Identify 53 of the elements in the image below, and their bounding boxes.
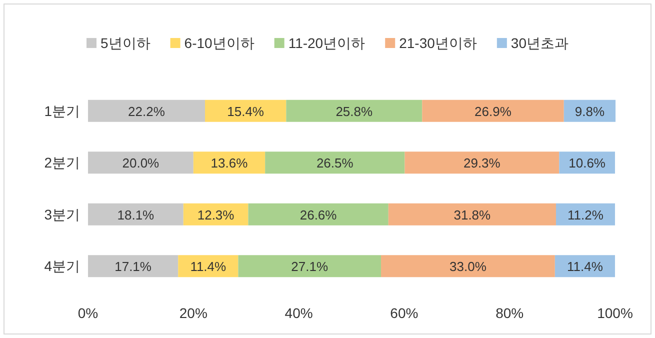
data-label: 11.4% [567, 259, 604, 274]
bar [265, 152, 405, 174]
data-label: 18.1% [117, 207, 155, 222]
bar [88, 152, 194, 174]
data-label: 11.4% [190, 259, 227, 274]
legend-label: 21-30년이하 [399, 35, 477, 51]
bar [88, 100, 205, 122]
bar [178, 255, 238, 278]
bar [193, 152, 266, 174]
data-label: 15.4% [227, 104, 264, 119]
bar [556, 203, 615, 226]
data-label: 26.5% [316, 156, 354, 171]
bar [388, 203, 556, 226]
x-tick-label: 80% [496, 305, 524, 321]
x-tick-label: 0% [78, 305, 98, 321]
x-tick-label: 40% [284, 305, 313, 321]
bar [88, 255, 178, 278]
data-label: 9.8% [574, 104, 605, 119]
x-tick-label: 20% [179, 305, 208, 321]
bar [88, 203, 184, 226]
legend-label: 30년초과 [510, 35, 568, 51]
legend-label: 11-20년이하 [288, 35, 366, 51]
y-tick-label: 2분기 [44, 154, 80, 171]
x-tick-label: 100% [597, 305, 633, 321]
y-tick-label: 4분기 [44, 258, 80, 274]
legend-label: 5년이하 [100, 35, 150, 51]
data-label: 11.2% [568, 207, 604, 222]
data-label: 33.0% [450, 259, 487, 274]
data-label: 31.8% [454, 207, 492, 222]
data-label: 26.9% [474, 104, 512, 119]
y-tick-label: 3분기 [44, 206, 80, 222]
bar [183, 203, 248, 226]
data-label: 10.6% [568, 156, 606, 171]
data-label: 27.1% [291, 259, 328, 274]
data-label: 22.2% [128, 104, 166, 119]
bar [238, 255, 382, 278]
legend-label: 6-10년이하 [184, 35, 254, 51]
data-label: 17.1% [114, 259, 152, 274]
bar [286, 100, 422, 122]
bar [422, 100, 564, 122]
bar [554, 255, 615, 278]
bar [381, 255, 555, 278]
data-label: 25.8% [336, 104, 373, 119]
data-label: 26.6% [300, 207, 338, 222]
bar [248, 203, 388, 226]
data-label: 13.6% [210, 156, 248, 171]
y-tick-label: 1분기 [44, 102, 80, 119]
data-label: 12.3% [197, 207, 235, 222]
data-label: 29.3% [463, 156, 501, 171]
bar [204, 100, 286, 122]
x-tick-label: 60% [390, 305, 418, 321]
data-label: 20.0% [122, 156, 160, 171]
bar [404, 152, 560, 174]
